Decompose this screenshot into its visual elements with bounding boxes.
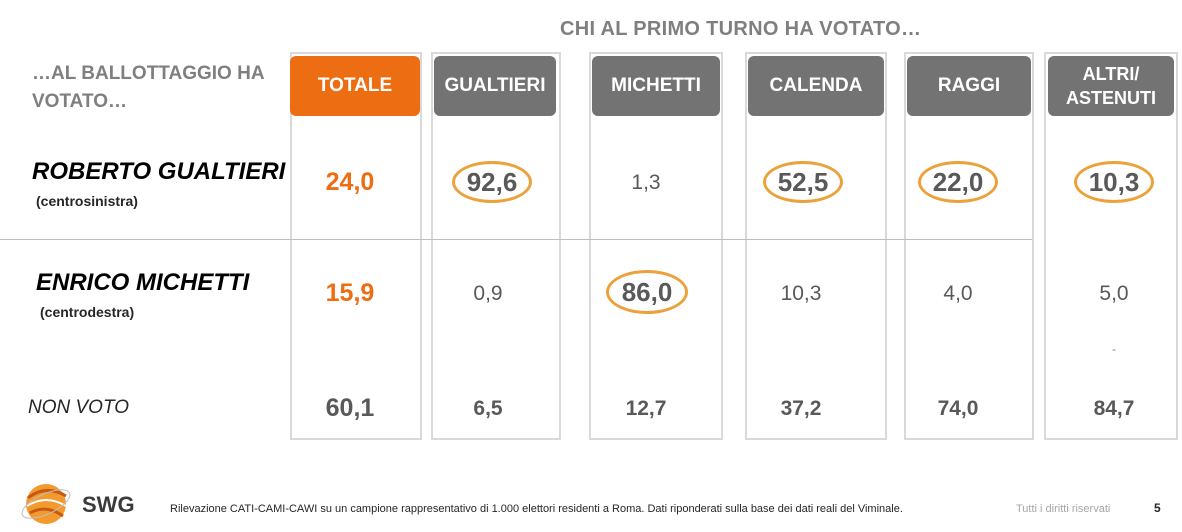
stray-dash: - [1112,342,1116,356]
column-header-calenda: CALENDA [748,56,884,116]
swg-logo-icon [21,484,71,524]
cell-gualtieri-altri: 10,3 [1088,167,1140,197]
cell-gualtieri-gualtieri: 92,6 [466,167,518,197]
column-frame-raggi [904,52,1034,440]
column-header-michetti: MICHETTI [592,56,720,116]
row-header-title: …AL BALLOTTAGGIO HA VOTATO… [32,60,272,116]
cell-nonvoto-raggi: 74,0 [937,397,979,420]
highlight-ring [918,161,998,203]
column-frame-altri [1044,52,1178,440]
cell-michetti-michetti: 86,0 [621,277,673,307]
row-label-gualtieri: ROBERTO GUALTIERI [32,158,286,185]
cell-nonvoto-calenda: 37,2 [780,397,822,420]
column-frame-michetti [589,52,723,440]
row-divider [0,239,1032,240]
column-frame-calenda [745,52,887,440]
cell-gualtieri-michetti: 1,3 [631,171,661,194]
super-title: CHI AL PRIMO TURNO HA VOTATO… [560,18,922,40]
brand-name: SWG [82,492,135,517]
row-label-non-voto: NON VOTO [28,397,129,418]
cell-nonvoto-michetti: 12,7 [625,397,667,420]
cell-michetti-totale: 15,9 [325,279,375,307]
cell-nonvoto-gualtieri: 6,5 [473,397,503,420]
column-header-altri: ALTRI/ ASTENUTI [1048,56,1174,116]
footnote: Rilevazione CATI-CAMI-CAWI su un campion… [170,503,903,515]
column-header-raggi: RAGGI [907,56,1031,116]
column-header-gualtieri: GUALTIERI [434,56,556,116]
row-affiliation-gualtieri: (centrosinistra) [36,193,138,209]
row-label-michetti: ENRICO MICHETTI [36,269,250,296]
cell-nonvoto-totale: 60,1 [325,394,375,422]
cell-michetti-raggi: 4,0 [943,282,973,305]
highlight-ring [1074,161,1154,203]
highlight-ring [606,270,688,314]
column-header-totale: TOTALE [290,56,420,116]
row-header-text: …AL BALLOTTAGGIO HA VOTATO… [32,63,264,112]
cell-michetti-calenda: 10,3 [780,282,822,305]
row-affiliation-michetti: (centrodestra) [40,304,135,320]
cell-gualtieri-totale: 24,0 [325,168,375,196]
cell-michetti-altri: 5,0 [1099,282,1129,305]
column-frame-gualtieri [431,52,561,440]
page-number: 5 [1154,501,1161,515]
highlight-ring [763,161,843,203]
cell-gualtieri-raggi: 22,0 [932,167,984,197]
cell-michetti-gualtieri: 0,9 [473,282,503,305]
cell-gualtieri-calenda: 52,5 [777,167,829,197]
rights-text: Tutti i diritti riservati [1016,503,1111,515]
highlight-ring [452,161,532,203]
cell-nonvoto-altri: 84,7 [1093,397,1135,420]
column-frame-totale [290,52,422,440]
